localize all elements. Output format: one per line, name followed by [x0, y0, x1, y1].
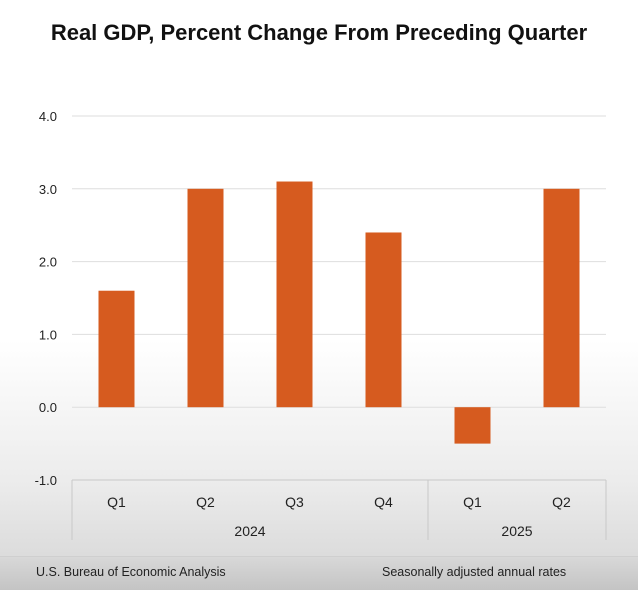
- y-tick-label: 4.0: [39, 109, 57, 124]
- x-tick-label: Q2: [552, 494, 571, 510]
- y-tick-label: 1.0: [39, 327, 57, 342]
- y-tick-label: 3.0: [39, 182, 57, 197]
- x-tick-label: Q1: [107, 494, 126, 510]
- bar: [187, 188, 224, 408]
- x-tick-label: Q4: [374, 494, 393, 510]
- chart-title: Real GDP, Percent Change From Preceding …: [50, 20, 588, 45]
- x-tick-label: Q1: [463, 494, 482, 510]
- group-label: 2024: [234, 523, 265, 539]
- bar: [276, 181, 313, 408]
- y-tick-label: -1.0: [35, 473, 57, 488]
- footer-band: [0, 556, 638, 590]
- bar: [365, 232, 402, 408]
- bar: [454, 407, 491, 444]
- y-tick-label: 2.0: [39, 255, 57, 270]
- x-tick-label: Q2: [196, 494, 215, 510]
- note-label: Seasonally adjusted annual rates: [382, 565, 567, 579]
- source-label: U.S. Bureau of Economic Analysis: [36, 565, 226, 579]
- y-tick-label: 0.0: [39, 400, 57, 415]
- bar: [98, 290, 135, 408]
- x-tick-label: Q3: [285, 494, 304, 510]
- bar: [543, 188, 580, 408]
- group-label: 2025: [501, 523, 532, 539]
